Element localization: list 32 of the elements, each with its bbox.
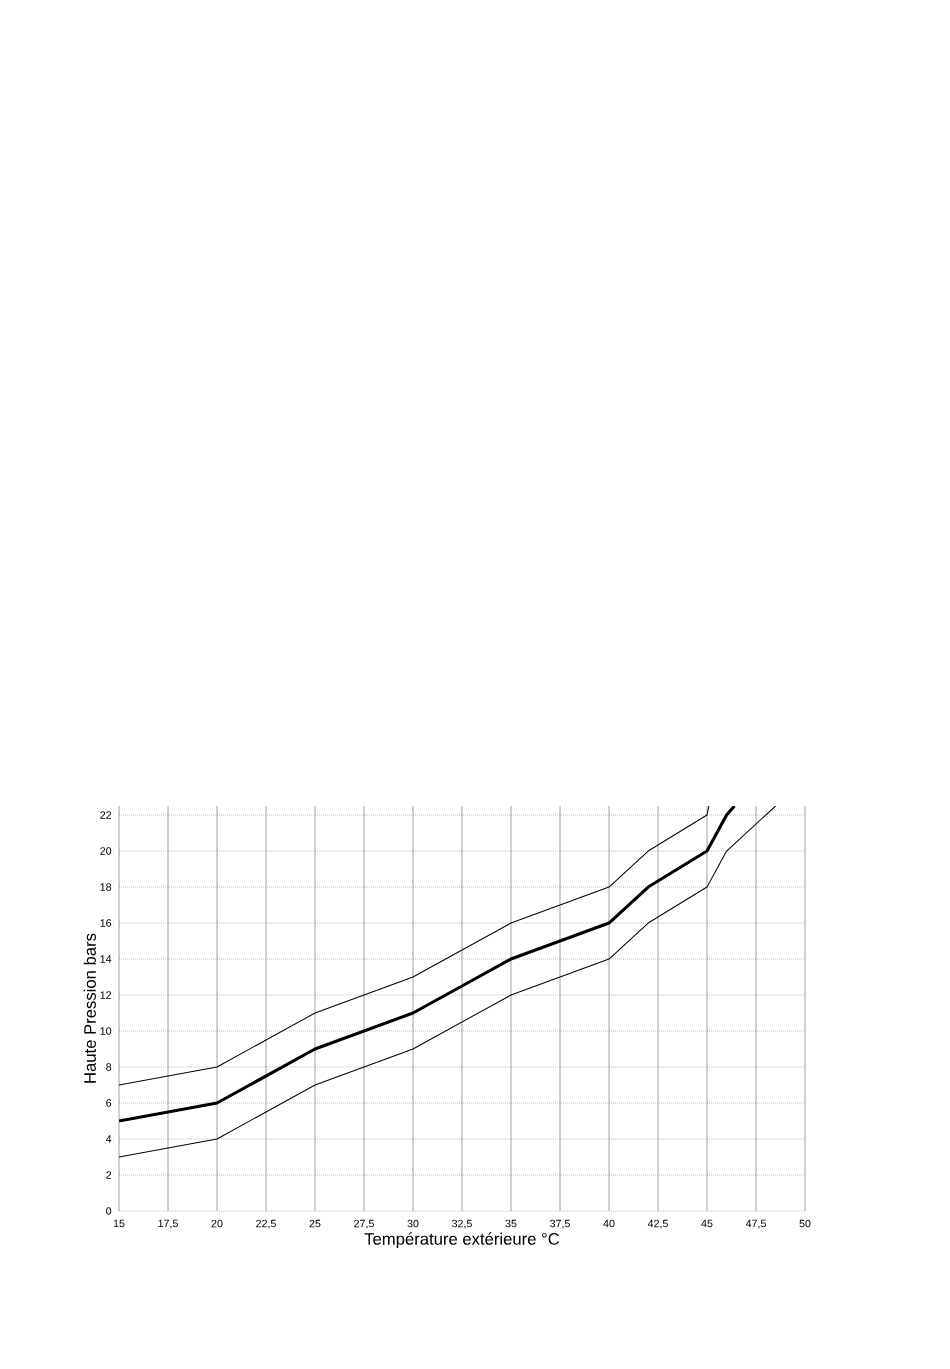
x-tick-label: 15 xyxy=(113,1219,125,1228)
x-tick-label: 45 xyxy=(701,1219,713,1228)
x-tick-label: 27,5 xyxy=(354,1219,374,1229)
y-tick-label: 16 xyxy=(100,919,112,927)
x-tick-label: 25 xyxy=(309,1219,321,1228)
y-tick-label: 0 xyxy=(106,1207,112,1215)
y-tick-label: 6 xyxy=(106,1099,112,1107)
x-tick-label: 47,5 xyxy=(745,1219,766,1229)
y-tick-label: 2 xyxy=(106,1171,112,1179)
x-tick-label: 42,5 xyxy=(647,1219,668,1229)
line-series xyxy=(119,806,710,1086)
y-tick-label: 10 xyxy=(100,1027,112,1035)
x-tick-label: 30 xyxy=(407,1219,419,1228)
y-tick-label: 18 xyxy=(100,883,112,891)
x-tick-label: 17,5 xyxy=(158,1219,178,1229)
x-tick-label: 35 xyxy=(505,1219,517,1228)
y-tick-label: 8 xyxy=(106,1063,112,1071)
y-tick-label: 20 xyxy=(100,847,112,855)
y-tick-label: 4 xyxy=(105,1135,112,1143)
y-tick-label: 22 xyxy=(100,811,112,819)
line-series xyxy=(119,806,736,1123)
line-series xyxy=(119,806,777,1158)
x-tick-label: 50 xyxy=(799,1219,811,1228)
x-tick-label: 40 xyxy=(603,1219,615,1228)
x-axis-title: Température extérieure °C xyxy=(364,1232,560,1249)
y-axis-title: Haute Pression bars xyxy=(83,933,96,1083)
x-tick-label: 22,5 xyxy=(256,1219,276,1229)
x-tick-label: 37,5 xyxy=(550,1219,570,1229)
x-tick-label: 20 xyxy=(211,1219,223,1228)
y-tick-label: 12 xyxy=(100,991,112,999)
x-tick-label: 32,5 xyxy=(452,1219,472,1229)
y-tick-label: 14 xyxy=(100,955,112,963)
